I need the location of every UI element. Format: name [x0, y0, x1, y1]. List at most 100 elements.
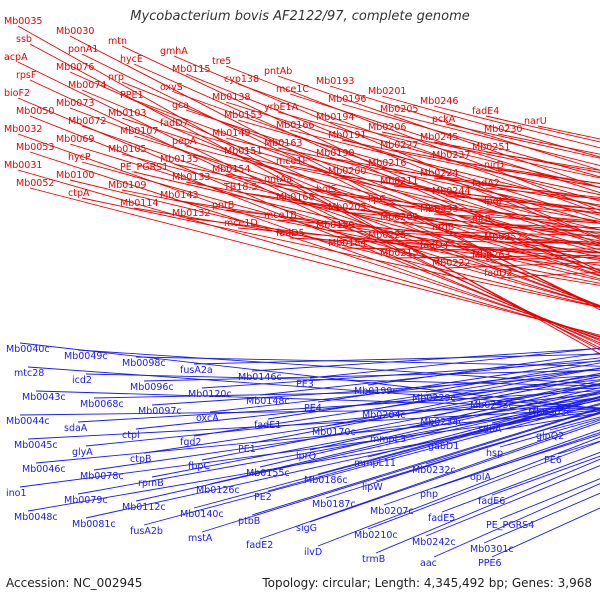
gene-label: hsp: [486, 448, 503, 459]
gene-label: oplA: [470, 472, 491, 483]
gene-label: acpA: [4, 52, 28, 63]
label-connector: [121, 45, 600, 272]
gene-label: Mb0044c: [6, 416, 50, 427]
label-connector: [143, 384, 600, 454]
label-connector: [445, 195, 600, 210]
label-connector: [209, 368, 600, 413]
gene-label: Mb0072: [68, 116, 106, 127]
label-connector: [237, 227, 600, 260]
genome-stats: Topology: circular; Length: 4,345,492 bp…: [262, 576, 592, 590]
label-connector: [393, 254, 600, 259]
gene-label: PE3: [296, 379, 314, 390]
gene-label: pckA: [432, 114, 456, 125]
gene-label: Mb0191: [328, 130, 366, 141]
gene-label: cyp138: [224, 74, 259, 85]
label-connector: [485, 223, 600, 229]
label-connector: [381, 131, 600, 179]
gene-label: Mb0048c: [14, 512, 58, 523]
gene-label: lprO: [296, 451, 316, 462]
label-connector: [425, 362, 600, 393]
gene-label: hycE: [120, 54, 143, 65]
genes-label: Genes: 3,968: [511, 576, 592, 590]
gene-label: oxcA: [196, 413, 219, 424]
label-connector: [309, 347, 600, 379]
label-connector: [309, 421, 600, 523]
gene-label: Mb0049c: [64, 351, 108, 362]
gene-label: Mb0135: [160, 154, 198, 165]
gene-label: Mb0148c: [246, 396, 290, 407]
label-connector: [445, 231, 600, 237]
gene-label: PPE6: [478, 558, 502, 569]
label-connector: [81, 197, 600, 308]
gene-label: Mb0053: [16, 142, 54, 153]
label-connector: [329, 157, 600, 206]
gene-label: Mb0230: [484, 124, 522, 135]
label-connector: [491, 455, 600, 496]
gene-label: Mb0216: [368, 158, 406, 169]
label-connector: [445, 123, 600, 159]
gene-label: pepA: [172, 136, 197, 147]
connector-lines: [17, 25, 600, 558]
gene-label: PE2: [254, 492, 272, 503]
gene-label: pntB: [212, 200, 234, 211]
gene-label: Mb0168: [276, 192, 314, 203]
gene-label: gmhA: [160, 46, 188, 57]
gene-label: mce1B: [264, 210, 297, 221]
gene-label: Mb0234c: [420, 417, 464, 428]
gene-label: glpQ2: [536, 431, 564, 442]
gene-label: Mb0237: [432, 150, 470, 161]
label-connector: [259, 357, 600, 396]
label-connector: [185, 109, 600, 246]
gene-label: Mb0115: [172, 64, 210, 75]
label-connector: [259, 387, 600, 468]
label-connector: [277, 147, 600, 216]
gene-label: Mb0120c: [188, 389, 232, 400]
gene-label: Mb0046c: [22, 464, 66, 475]
label-connector: [433, 248, 600, 251]
gene-label: sdaA: [64, 423, 88, 434]
label-connector: [329, 193, 600, 224]
gene-label: bioF2: [4, 88, 30, 99]
gene-label: Mb0215: [380, 248, 418, 259]
label-connector: [483, 434, 600, 472]
label-connector: [433, 380, 600, 417]
label-connector: [201, 360, 600, 389]
label-connector: [29, 187, 600, 336]
label-connector: [491, 396, 600, 424]
label-connector: [381, 203, 600, 222]
gene-label: Mb0040c: [6, 344, 50, 355]
gene-label: Mb0081c: [72, 519, 116, 530]
gene-label: Mb0140c: [180, 509, 224, 520]
gene-label: ctpA: [68, 188, 90, 199]
gene-label: icd2: [72, 375, 92, 386]
gene-label: PE4: [304, 403, 322, 414]
label-connector: [317, 436, 600, 547]
gene-label: Mb0032: [4, 124, 42, 135]
gene-label: Mb0244: [432, 186, 470, 197]
gene-label: Mb0031: [4, 160, 42, 171]
gene-label: Mb0252: [484, 232, 522, 243]
label-connector: [209, 391, 600, 485]
gene-label: Mb0043c: [22, 392, 66, 403]
label-connector: [433, 105, 600, 149]
gene-label: bolS: [316, 184, 337, 195]
gene-label: Mb0225: [368, 230, 406, 241]
topology-label: Topology: circular;: [262, 576, 371, 590]
label-connector: [201, 408, 600, 533]
label-connector: [277, 75, 600, 189]
gene-label: Mb0199c: [354, 386, 398, 397]
label-connector: [135, 356, 600, 367]
gene-label: Mb0242c: [412, 537, 456, 548]
label-connector: [277, 111, 600, 202]
label-connector: [225, 101, 600, 221]
label-connector: [499, 418, 600, 448]
gene-label: lpqJ: [484, 196, 502, 207]
label-connector: [77, 399, 600, 495]
gene-label: mce1C: [276, 84, 309, 95]
gene-label: TB18.5: [223, 182, 257, 193]
gene-label: fadD5: [276, 228, 305, 239]
gene-label: Mb0301c: [470, 544, 514, 555]
label-connector: [393, 113, 600, 166]
label-connector: [433, 141, 600, 173]
label-connector: [381, 239, 600, 245]
